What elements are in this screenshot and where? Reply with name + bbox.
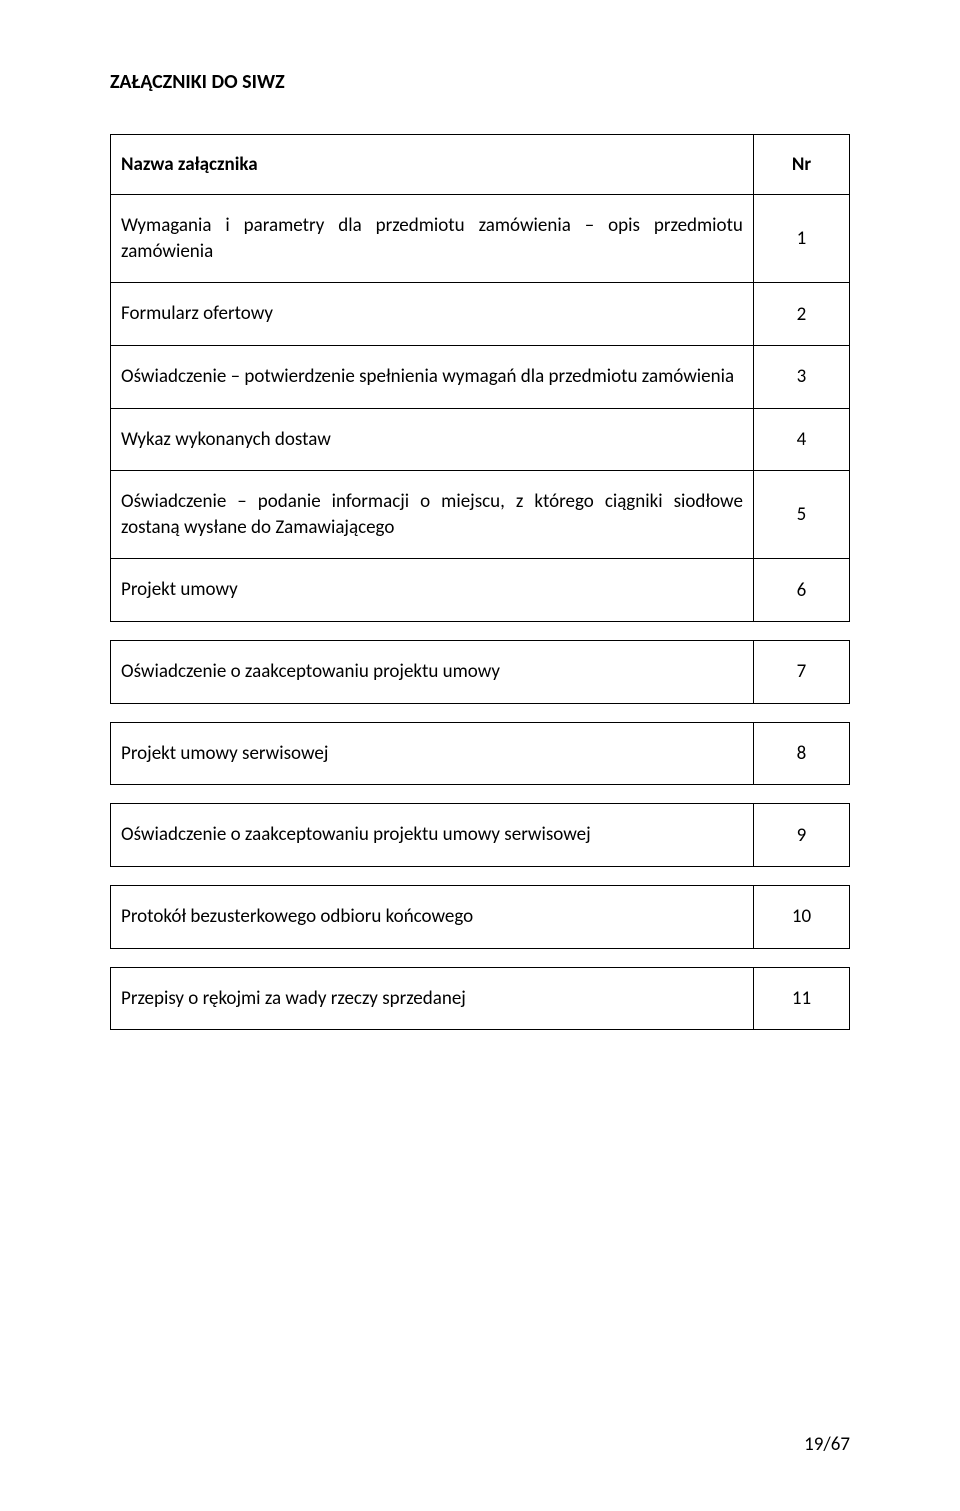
- table-row: Oświadczenie – potwierdzenie spełnienia …: [111, 345, 850, 408]
- cell-nr: 11: [753, 967, 849, 1030]
- table-row: Oświadczenie o zaakceptowaniu projektu u…: [111, 804, 850, 867]
- cell-name: Oświadczenie – podanie informacji o miej…: [111, 471, 754, 559]
- header-name: Nazwa załącznika: [111, 135, 754, 195]
- table-row: Projekt umowy serwisowej8: [111, 722, 850, 785]
- header-nr: Nr: [753, 135, 849, 195]
- page-number: 19/67: [804, 1433, 850, 1456]
- cell-nr: 10: [753, 886, 849, 949]
- section-heading: ZAŁĄCZNIKI DO SIWZ: [110, 70, 850, 94]
- table-row: Oświadczenie o zaakceptowaniu projektu u…: [111, 641, 850, 704]
- cell-nr: 3: [753, 345, 849, 408]
- cell-name: Projekt umowy: [111, 559, 754, 622]
- cell-name: Wymagania i parametry dla przedmiotu zam…: [111, 195, 754, 283]
- cell-nr: 4: [753, 408, 849, 471]
- cell-nr: 8: [753, 722, 849, 785]
- table-row: Protokół bezusterkowego odbioru końcoweg…: [111, 886, 850, 949]
- cell-name: Oświadczenie o zaakceptowaniu projektu u…: [111, 804, 754, 867]
- cell-name: Wykaz wykonanych dostaw: [111, 408, 754, 471]
- cell-name: Projekt umowy serwisowej: [111, 722, 754, 785]
- spacer-row: [111, 867, 850, 886]
- cell-name: Oświadczenie – potwierdzenie spełnienia …: [111, 345, 754, 408]
- cell-nr: 9: [753, 804, 849, 867]
- table-row: Projekt umowy6: [111, 559, 850, 622]
- cell-nr: 6: [753, 559, 849, 622]
- cell-nr: 7: [753, 641, 849, 704]
- page: ZAŁĄCZNIKI DO SIWZ Nazwa załącznika Nr W…: [0, 0, 960, 1511]
- spacer-row: [111, 703, 850, 722]
- cell-nr: 2: [753, 283, 849, 346]
- cell-name: Przepisy o rękojmi za wady rzeczy sprzed…: [111, 967, 754, 1030]
- cell-name: Protokół bezusterkowego odbioru końcoweg…: [111, 886, 754, 949]
- spacer-row: [111, 785, 850, 804]
- spacer-row: [111, 622, 850, 641]
- table-row: Przepisy o rękojmi za wady rzeczy sprzed…: [111, 967, 850, 1030]
- table-body: Wymagania i parametry dla przedmiotu zam…: [111, 195, 850, 1030]
- table-row: Wykaz wykonanych dostaw4: [111, 408, 850, 471]
- attachments-table: Nazwa załącznika Nr Wymagania i parametr…: [110, 134, 850, 1030]
- table-row: Formularz ofertowy2: [111, 283, 850, 346]
- cell-nr: 5: [753, 471, 849, 559]
- table-row: Wymagania i parametry dla przedmiotu zam…: [111, 195, 850, 283]
- cell-name: Oświadczenie o zaakceptowaniu projektu u…: [111, 641, 754, 704]
- spacer-row: [111, 948, 850, 967]
- table-header-row: Nazwa załącznika Nr: [111, 135, 850, 195]
- cell-nr: 1: [753, 195, 849, 283]
- table-row: Oświadczenie – podanie informacji o miej…: [111, 471, 850, 559]
- cell-name: Formularz ofertowy: [111, 283, 754, 346]
